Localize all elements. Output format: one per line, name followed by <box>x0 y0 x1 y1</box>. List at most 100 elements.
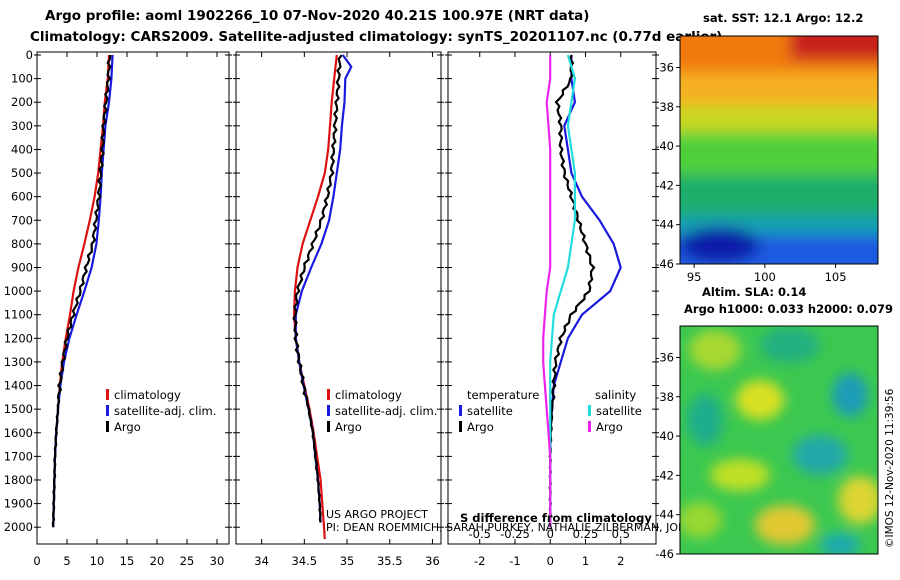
map-y-tick-label: -36 <box>655 350 674 364</box>
sst-map-title: sat. SST: 12.1 Argo: 12.2 <box>703 11 863 25</box>
x-tick-label: 34.5 <box>292 554 318 568</box>
y-tick-label: 500 <box>11 166 33 180</box>
y-tick-label: 800 <box>11 237 33 251</box>
sst-map-field <box>680 36 878 264</box>
sla-blob <box>838 476 878 524</box>
legend-swatch-argo <box>327 421 330 432</box>
map-y-tick-label: -36 <box>655 60 674 74</box>
sla-map-subtitle: Argo h1000: 0.033 h2000: 0.079 <box>684 302 893 316</box>
map-y-tick-label: -38 <box>655 390 674 404</box>
map-y-tick-label: -42 <box>655 178 674 192</box>
temperature-legend: climatology satellite-adj. clim. Argo <box>106 388 216 434</box>
y-tick-label: 1900 <box>4 497 33 511</box>
x-tick-label: 10 <box>90 554 105 568</box>
legend-label-argo: Argo <box>114 420 141 434</box>
legend-label-temp-satellite: satellite <box>467 404 513 418</box>
x-tick-label: 15 <box>120 554 135 568</box>
sst-blob-blue <box>680 227 760 263</box>
legend-swatch-satellite <box>106 405 109 416</box>
difference-axis-label: S difference from climatology <box>460 511 652 525</box>
map-y-tick-label: -40 <box>655 429 674 443</box>
legend-swatch-climatology <box>327 389 330 400</box>
y-tick-label: 100 <box>11 72 33 86</box>
map-x-tick-label: 100 <box>754 270 776 284</box>
x-tick-label: 35 <box>340 554 355 568</box>
y-tick-label: 1600 <box>4 426 33 440</box>
x-tick-label: 35.5 <box>377 554 403 568</box>
map-y-tick-label: -46 <box>655 547 674 561</box>
difference-axes: -2 -1 0 1 2 -0.5 -0.25 0 0.25 0.5 <box>445 52 659 568</box>
difference-lines <box>542 54 622 528</box>
legend-swatch-temp-argo <box>459 421 462 432</box>
sst-map-axes: -36 -38 -40 -42 -44 -46 95 100 105 <box>655 60 846 284</box>
y-tick-label: 1100 <box>4 308 33 322</box>
legend-title-salinity: salinity <box>595 388 636 402</box>
x-tick-label: 34 <box>254 554 269 568</box>
secondary-tick-label: -0.5 <box>469 527 491 541</box>
legend-swatch-sal-satellite <box>588 405 591 416</box>
difference-panel <box>447 51 657 545</box>
y-tick-label: 2000 <box>4 520 33 534</box>
y-tick-label: 1400 <box>4 379 33 393</box>
legend-label-sal-satellite: satellite <box>596 404 642 418</box>
legend-swatch-sal-argo <box>588 421 591 432</box>
legend-swatch-argo <box>106 421 109 432</box>
sla-blob <box>710 459 770 491</box>
sla-blob <box>820 533 860 554</box>
copyright-stamp: ©IMOS 12-Nov-2020 11:39:56 <box>884 388 896 548</box>
sst-map-frame <box>679 35 879 265</box>
y-tick-label: 0 <box>26 48 33 62</box>
x-tick-label: 1 <box>582 554 589 568</box>
sla-map-frame <box>679 325 879 555</box>
salinity-panel <box>235 51 442 545</box>
sla-blob <box>792 435 848 475</box>
legend-label-satellite: satellite-adj. clim. <box>335 404 437 418</box>
series-line-salinity-argo <box>542 55 552 528</box>
header-line-2: Climatology: CARS2009. Satellite-adjuste… <box>30 29 722 45</box>
legend-title-temperature: temperature <box>467 388 539 402</box>
secondary-tick-label: -0.25 <box>500 527 530 541</box>
x-tick-label: 20 <box>150 554 165 568</box>
x-tick-label: 25 <box>180 554 195 568</box>
y-tick-label: 900 <box>11 260 33 274</box>
legend-swatch-temp-satellite <box>459 405 462 416</box>
map-y-tick-label: -46 <box>655 257 674 271</box>
map-x-tick-label: 95 <box>687 270 702 284</box>
y-tick-label: 1800 <box>4 473 33 487</box>
difference-legend: temperature salinity satellite Argo sate… <box>459 388 642 434</box>
x-tick-label: -1 <box>509 554 520 568</box>
y-tick-label: 1300 <box>4 355 33 369</box>
secondary-tick-label: 0.25 <box>573 527 599 541</box>
series-line-argo <box>292 54 343 523</box>
y-tick-label: 1700 <box>4 449 33 463</box>
x-tick-label: 0 <box>547 554 554 568</box>
series-line-argo <box>51 54 112 528</box>
temperature-axes: 0 5 10 15 20 25 300100200300400500600700800900… <box>4 48 232 568</box>
sst-band-amber <box>680 72 878 110</box>
sst-band-lightgreen <box>680 132 878 177</box>
sla-blob <box>760 327 820 363</box>
x-tick-label: 36 <box>425 554 440 568</box>
secondary-tick-label: 0 <box>547 527 554 541</box>
map-y-tick-label: -38 <box>655 100 674 114</box>
sla-blob <box>755 505 815 545</box>
map-y-tick-label: -40 <box>655 139 674 153</box>
x-tick-label: 0 <box>33 554 40 568</box>
legend-label-satellite: satellite-adj. clim. <box>114 404 216 418</box>
legend-label-argo: Argo <box>335 420 362 434</box>
y-tick-label: 700 <box>11 213 33 227</box>
temperature-panel <box>36 51 230 545</box>
sst-band-green <box>680 175 878 220</box>
salinity-legend: climatology satellite-adj. clim. Argo <box>327 388 437 434</box>
legend-swatch-climatology <box>106 389 109 400</box>
legend-label-climatology: climatology <box>335 388 402 402</box>
x-tick-label: 5 <box>63 554 70 568</box>
sla-blob <box>736 380 784 420</box>
y-tick-label: 1000 <box>4 284 33 298</box>
x-tick-label: -2 <box>474 554 485 568</box>
sla-blob <box>680 502 722 538</box>
map-y-tick-label: -44 <box>655 508 674 522</box>
sla-map-field <box>680 326 878 554</box>
sst-band-red <box>790 36 878 60</box>
